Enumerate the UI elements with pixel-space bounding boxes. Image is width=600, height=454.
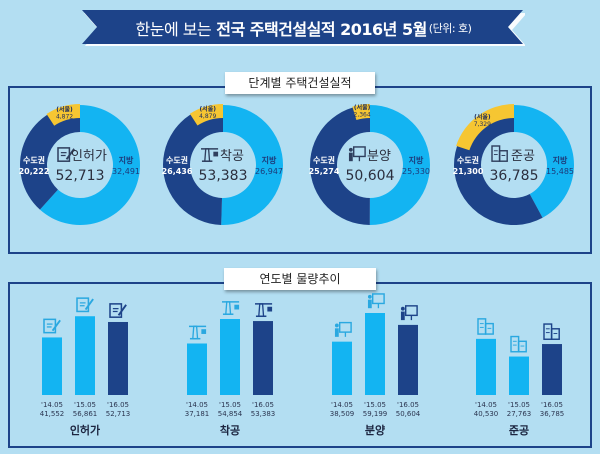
stage-section-frame (8, 86, 592, 254)
trend-section-label: 연도별 물량추이 (224, 268, 376, 290)
title-banner: 한눈에 보는 전국 주택건설실적 2016년 5월 (단위: 호) (82, 10, 525, 46)
title-unit: (단위: 호) (428, 22, 472, 35)
title-prefix: 한눈에 보는 (135, 20, 212, 39)
banner-ribbon-shape (82, 10, 525, 46)
trend-section-frame (8, 282, 592, 448)
page-title: 한눈에 보는 전국 주택건설실적 2016년 5월 (단위: 호) (82, 10, 525, 46)
title-main: 전국 주택건설실적 2016년 5월 (216, 20, 427, 39)
stage-section-label: 단계별 주택건설실적 (225, 72, 375, 94)
